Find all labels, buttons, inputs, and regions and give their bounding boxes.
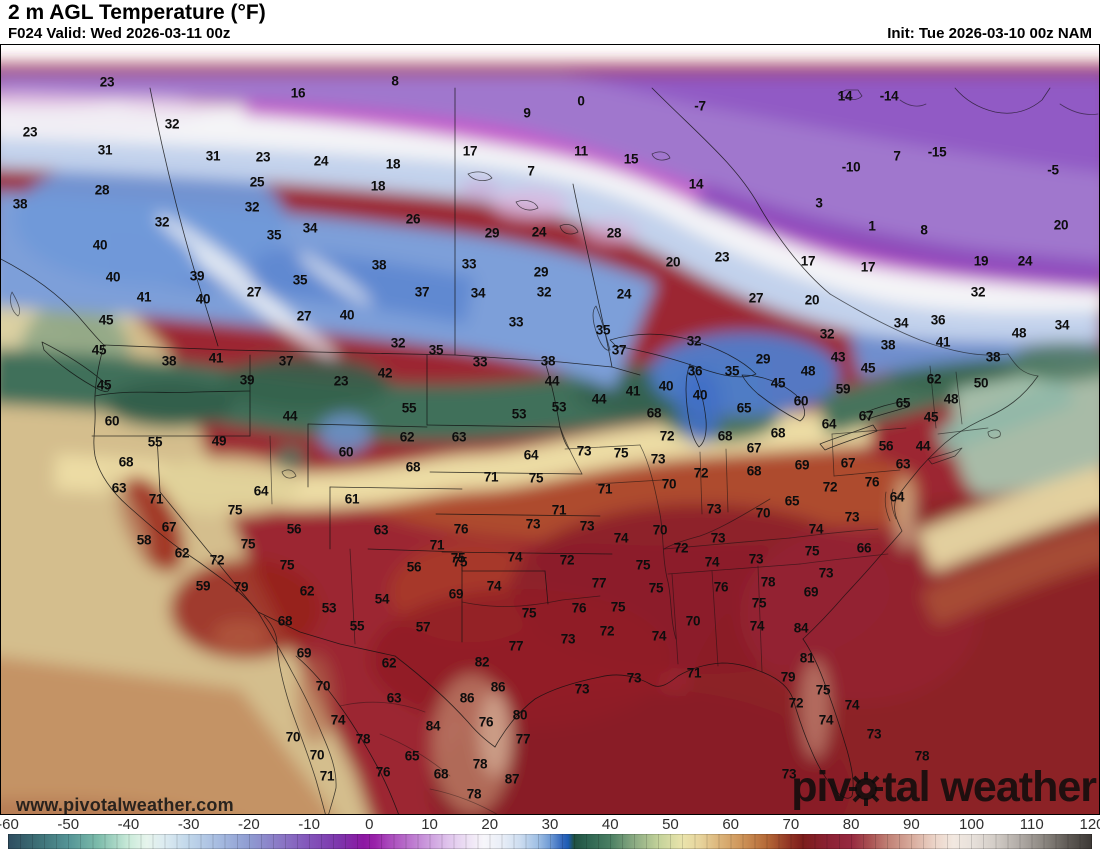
- map-header: 2 m AGL Temperature (°F) F024 Valid: Wed…: [0, 0, 1100, 44]
- colorbar-tick: -50: [57, 816, 80, 833]
- colorbar-tick: -30: [177, 816, 200, 833]
- colorbar-gradient: [8, 834, 1092, 849]
- page-title: 2 m AGL Temperature (°F): [8, 1, 266, 24]
- colorbar-tick: 20: [481, 816, 499, 833]
- valid-time-label: F024 Valid: Wed 2026-03-11 00z: [8, 25, 231, 42]
- temperature-field: [0, 64, 1100, 815]
- colorbar-tick: 30: [541, 816, 559, 833]
- colorbar-tick: 50: [662, 816, 679, 833]
- watermark-brand: piv tal weather: [791, 763, 1097, 811]
- geo-borders: [0, 87, 1099, 815]
- colorbar-tick: 80: [842, 816, 860, 833]
- colorbar-tick: 70: [782, 816, 800, 833]
- watermark-url: www.pivotalweather.com: [16, 795, 234, 815]
- colorbar-tick: 110: [1019, 816, 1044, 833]
- colorbar-tick: 100: [959, 816, 985, 833]
- colorbar: -60 -50 -40 -30 -20 -10 0 10 20 30 40 50 60 70 80 90 100…: [0, 815, 1100, 850]
- temperature-field-svg: [0, 64, 1100, 815]
- colorbar-tick: 120: [1079, 816, 1100, 833]
- temperature-map[interactable]: [0, 44, 1100, 815]
- colorbar-tick: 60: [722, 816, 739, 833]
- brand-prefix: piv: [791, 763, 851, 811]
- colorbar-tick: -60: [0, 816, 19, 833]
- colorbar-ticks: -60 -50 -40 -30 -20 -10 0 10 20 30 40 50 60 70 80 90 100…: [0, 816, 1100, 833]
- brand-suffix: tal weather: [882, 763, 1097, 811]
- colorbar-tick: -10: [298, 816, 320, 833]
- gear-icon: [849, 771, 884, 806]
- colorbar-tick: -20: [238, 816, 260, 833]
- init-time-label: Init: Tue 2026-03-10 00z NAM: [887, 25, 1092, 42]
- colorbar-tick: 10: [421, 816, 438, 833]
- colorbar-tick: 40: [601, 816, 619, 833]
- colorbar-tick: -40: [117, 816, 140, 833]
- colorbar-tick: 0: [365, 816, 374, 833]
- colorbar-segments: [8, 834, 1092, 849]
- colorbar-tick: 90: [902, 816, 920, 833]
